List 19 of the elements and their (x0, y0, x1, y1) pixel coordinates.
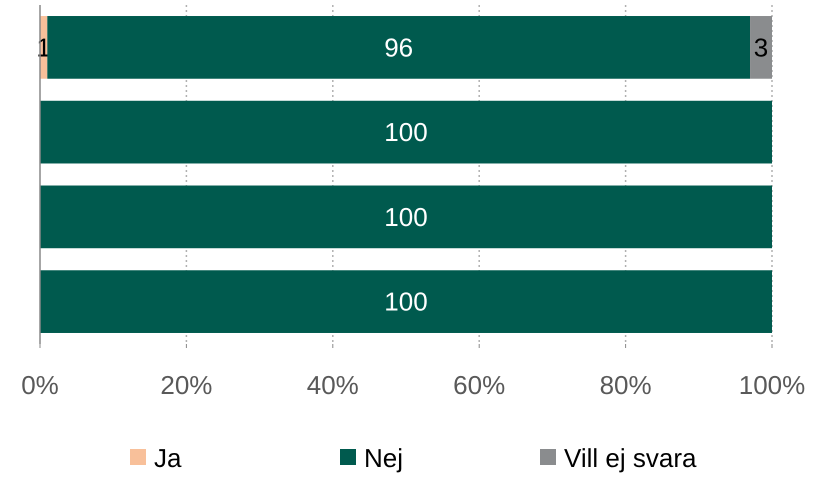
x-tick-label: 0% (21, 370, 59, 400)
bar (40, 186, 772, 248)
x-tick-label: 20% (160, 370, 212, 400)
bar (47, 16, 750, 79)
legend-label: Ja (154, 443, 182, 474)
bar (750, 16, 772, 79)
legend-label: Vill ej svara (564, 443, 698, 474)
x-tick-label: 60% (453, 370, 506, 400)
x-tick-label: 100% (738, 370, 806, 400)
data-label: 96 (384, 32, 414, 62)
bar (40, 270, 772, 333)
legend-label: Nej (364, 443, 404, 474)
data-label: 100 (384, 117, 428, 148)
x-tick-label: 80% (600, 370, 652, 400)
bar (40, 100, 772, 164)
data-label: 3 (754, 32, 768, 62)
data-label: 100 (384, 202, 428, 232)
x-tick-label: 40% (306, 370, 359, 400)
data-label: 100 (384, 286, 428, 317)
